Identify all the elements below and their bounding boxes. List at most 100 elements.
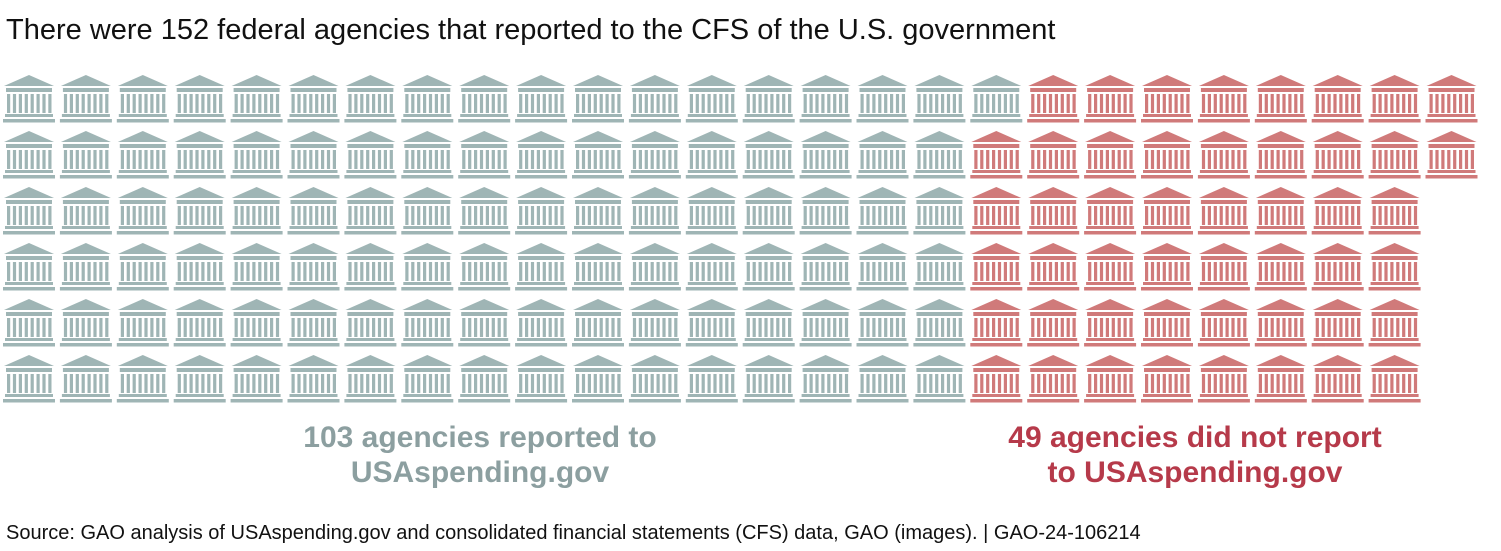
agency-reported-icon: [742, 75, 795, 123]
agency-reported-icon: [856, 355, 909, 403]
agency-not-reported-icon: [1368, 299, 1421, 347]
agency-reported-icon: [344, 355, 397, 403]
agency-reported-icon: [230, 243, 283, 291]
agency-not-reported-icon: [1084, 355, 1137, 403]
agency-not-reported-icon: [1311, 131, 1364, 179]
agency-not-reported-icon: [1141, 187, 1193, 235]
agency-reported-icon: [572, 355, 624, 403]
agency-not-reported-icon: [1254, 243, 1307, 291]
agency-reported-icon: [3, 355, 55, 403]
agency-not-reported-icon: [1141, 243, 1193, 291]
agency-reported-icon: [3, 299, 55, 347]
agency-not-reported-icon: [970, 243, 1023, 291]
agency-reported-icon: [344, 75, 397, 123]
agency-reported-icon: [685, 355, 738, 403]
agency-reported-icon: [230, 187, 283, 235]
agency-reported-icon: [287, 187, 340, 235]
agency-not-reported-icon: [1368, 187, 1421, 235]
agency-not-reported-icon: [1254, 131, 1307, 179]
agency-not-reported-icon: [1027, 243, 1080, 291]
agency-reported-icon: [287, 355, 340, 403]
agency-not-reported-icon: [1027, 355, 1080, 403]
agency-reported-icon: [401, 187, 454, 235]
agency-reported-icon: [572, 75, 624, 123]
agency-not-reported-icon: [1141, 131, 1193, 179]
agency-reported-icon: [742, 355, 795, 403]
agency-reported-icon: [287, 299, 340, 347]
agency-reported-icon: [458, 355, 511, 403]
agency-reported-icon: [572, 243, 624, 291]
agency-reported-icon: [3, 187, 55, 235]
agency-reported-icon: [287, 75, 340, 123]
agency-reported-icon: [3, 243, 55, 291]
agency-pictogram: [3, 75, 1478, 403]
agency-reported-icon: [628, 187, 681, 235]
agency-reported-icon: [685, 131, 738, 179]
agency-reported-icon: [116, 131, 169, 179]
agency-reported-icon: [230, 355, 283, 403]
agency-not-reported-icon: [1254, 187, 1307, 235]
agency-not-reported-icon: [1141, 299, 1193, 347]
agency-not-reported-icon: [1197, 355, 1250, 403]
agency-reported-icon: [799, 187, 852, 235]
agency-reported-icon: [344, 131, 397, 179]
agency-reported-icon: [344, 243, 397, 291]
agency-not-reported-icon: [1084, 187, 1137, 235]
agency-not-reported-icon: [1084, 131, 1137, 179]
agency-reported-icon: [230, 131, 283, 179]
agency-reported-icon: [173, 243, 226, 291]
agency-not-reported-icon: [1311, 299, 1364, 347]
agency-not-reported-icon: [1197, 187, 1250, 235]
agency-not-reported-icon: [970, 131, 1023, 179]
agency-reported-icon: [173, 355, 226, 403]
agency-reported-icon: [401, 355, 454, 403]
agency-reported-icon: [856, 131, 909, 179]
agency-reported-icon: [116, 243, 169, 291]
agency-not-reported-icon: [1368, 243, 1421, 291]
agency-reported-icon: [458, 75, 511, 123]
agency-reported-icon: [685, 243, 738, 291]
agency-reported-icon: [799, 299, 852, 347]
agency-not-reported-icon: [1368, 75, 1421, 123]
agency-not-reported-icon: [1197, 299, 1250, 347]
not-reported-label: 49 agencies did not report to USAspendin…: [935, 420, 1455, 490]
agency-reported-icon: [59, 355, 112, 403]
agency-not-reported-icon: [1141, 75, 1193, 123]
agency-reported-icon: [458, 131, 511, 179]
agency-not-reported-icon: [1027, 75, 1080, 123]
agency-reported-icon: [230, 299, 283, 347]
agency-not-reported-icon: [1197, 243, 1250, 291]
agency-reported-icon: [572, 131, 624, 179]
agency-reported-icon: [913, 299, 966, 347]
agency-reported-icon: [173, 131, 226, 179]
agency-reported-icon: [515, 131, 568, 179]
agency-reported-icon: [742, 131, 795, 179]
agency-not-reported-icon: [1425, 131, 1478, 179]
agency-reported-icon: [856, 75, 909, 123]
agency-not-reported-icon: [970, 299, 1023, 347]
agency-reported-icon: [628, 243, 681, 291]
agency-reported-icon: [742, 299, 795, 347]
agency-not-reported-icon: [1027, 299, 1080, 347]
agency-reported-icon: [799, 131, 852, 179]
agency-not-reported-icon: [1425, 75, 1478, 123]
agency-reported-icon: [913, 187, 966, 235]
agency-reported-icon: [913, 243, 966, 291]
agency-not-reported-icon: [970, 355, 1023, 403]
agency-reported-icon: [913, 355, 966, 403]
agency-not-reported-icon: [1254, 355, 1307, 403]
chart-title: There were 152 federal agencies that rep…: [6, 14, 1056, 46]
reported-label-line-2: USAspending.gov: [350, 456, 610, 489]
agency-reported-icon: [59, 299, 112, 347]
agency-not-reported-icon: [1084, 243, 1137, 291]
agency-not-reported-icon: [1368, 355, 1421, 403]
reported-label-line-1: 103 agencies reported to: [303, 421, 657, 454]
agency-reported-icon: [572, 299, 624, 347]
agency-not-reported-icon: [1141, 355, 1193, 403]
agency-reported-icon: [173, 75, 226, 123]
agency-not-reported-icon: [1311, 75, 1364, 123]
agency-not-reported-icon: [970, 187, 1023, 235]
agency-reported-icon: [59, 187, 112, 235]
agency-not-reported-icon: [1197, 75, 1250, 123]
agency-reported-icon: [230, 75, 283, 123]
